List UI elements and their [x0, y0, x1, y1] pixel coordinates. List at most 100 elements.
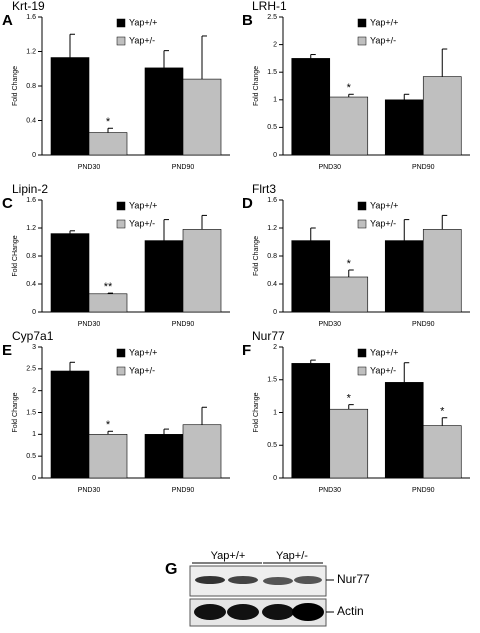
legend-swatch — [357, 36, 367, 46]
panel-letter: B — [242, 12, 253, 29]
y-tick-label: 0 — [273, 475, 277, 482]
bar — [182, 229, 222, 313]
y-tick-label: 0 — [32, 475, 36, 482]
error-bar — [69, 230, 75, 234]
legend-label: Yap+/+ — [129, 17, 157, 27]
x-tick-label: PND30 — [318, 321, 341, 328]
legend-label: Yap+/- — [129, 35, 155, 45]
legend-swatch — [116, 18, 126, 28]
bar — [384, 240, 424, 313]
x-tick-label: PND90 — [172, 164, 195, 171]
chart-title: Cyp7a1 — [12, 329, 54, 343]
band — [292, 603, 324, 621]
y-tick-label: 0.5 — [26, 453, 36, 460]
y-tick-label: 0 — [32, 152, 36, 159]
y-axis-label: Fold Change — [253, 66, 260, 106]
legend-label: Yap+/+ — [370, 200, 398, 210]
bar — [291, 363, 331, 479]
error-bar — [348, 404, 354, 410]
band — [263, 577, 293, 585]
chart-title: Nur77 — [252, 329, 285, 343]
legend-swatch — [357, 366, 367, 376]
legend-swatch — [116, 348, 126, 358]
bar — [144, 240, 184, 313]
error-bar — [403, 93, 410, 100]
y-tick-label: 2 — [273, 344, 277, 351]
panel-letter: A — [2, 12, 13, 29]
blot-row-label: Actin — [337, 604, 364, 618]
band — [227, 604, 259, 620]
y-tick-label: 2 — [273, 41, 277, 48]
y-tick-label: 1.2 — [26, 225, 36, 232]
significance-marker: * — [106, 419, 111, 431]
error-bar — [403, 362, 410, 383]
bar — [422, 425, 462, 479]
y-tick-label: 0.4 — [26, 281, 36, 288]
y-tick-label: 0.8 — [267, 253, 277, 260]
error-bar — [163, 428, 169, 435]
legend-swatch — [116, 366, 126, 376]
bar — [144, 434, 184, 479]
error-bar — [163, 50, 169, 68]
bar — [88, 434, 128, 479]
bar — [50, 233, 90, 313]
y-tick-label: 1.6 — [26, 14, 36, 21]
bar — [384, 99, 424, 156]
bar — [88, 293, 128, 313]
bar — [182, 78, 222, 156]
bar — [291, 58, 331, 156]
y-axis-label: Fold Change — [12, 392, 19, 432]
y-tick-label: 3 — [32, 344, 36, 351]
panel-letter: E — [2, 342, 12, 359]
band — [294, 576, 322, 584]
panel-letter: G — [165, 561, 177, 578]
x-tick-label: PND30 — [78, 164, 101, 171]
legend-label: Yap+/- — [370, 35, 396, 45]
bar — [329, 408, 369, 479]
y-axis-label: Fold Change — [253, 392, 260, 432]
x-tick-label: PND90 — [412, 164, 435, 171]
x-tick-label: PND30 — [78, 321, 101, 328]
x-tick-label: PND90 — [172, 321, 195, 328]
significance-marker: * — [106, 116, 111, 128]
y-axis-label: Fold Change — [253, 236, 260, 276]
error-bar — [163, 219, 169, 241]
x-tick-label: PND30 — [78, 487, 101, 494]
y-tick-label: 1 — [273, 97, 277, 104]
error-bar — [201, 35, 207, 80]
blot-group-label: Yap+/- — [276, 550, 308, 562]
x-tick-label: PND30 — [318, 487, 341, 494]
chart-title: Lipin-2 — [12, 182, 48, 196]
bar — [50, 370, 90, 479]
significance-marker: * — [347, 393, 352, 405]
y-axis-label: Fold CHange — [12, 235, 19, 276]
legend-swatch — [116, 36, 126, 46]
error-bar — [441, 417, 448, 426]
error-bar — [107, 127, 113, 133]
error-bar — [441, 48, 448, 77]
error-bar — [107, 292, 113, 294]
y-tick-label: 0.8 — [26, 83, 36, 90]
band — [194, 604, 226, 620]
legend-swatch — [116, 201, 126, 211]
bar — [182, 424, 222, 479]
chart-title: LRH-1 — [252, 0, 287, 13]
legend-label: Yap+/+ — [370, 347, 398, 357]
y-tick-label: 1.2 — [26, 48, 36, 55]
blot-row-label: Nur77 — [337, 572, 370, 586]
bar — [50, 57, 90, 156]
bar — [384, 382, 424, 479]
y-tick-label: 0 — [273, 152, 277, 159]
chart-title: Flrt3 — [252, 182, 276, 196]
legend-swatch — [357, 201, 367, 211]
legend-label: Yap+/+ — [129, 347, 157, 357]
significance-marker: ** — [104, 281, 113, 293]
bar — [291, 240, 331, 313]
y-tick-label: 1.5 — [267, 69, 277, 76]
